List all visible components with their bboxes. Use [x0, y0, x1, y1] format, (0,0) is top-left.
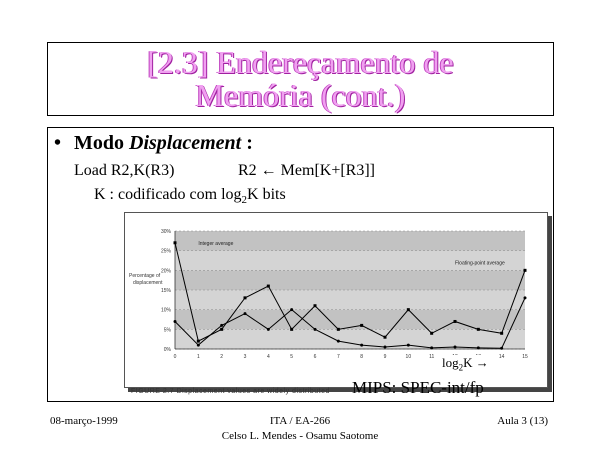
bullet-dot: • [54, 132, 62, 154]
mode-label: Modo [74, 132, 129, 154]
footer-lesson: Aula 3 (13) [497, 415, 548, 427]
data-point [476, 327, 480, 331]
data-point [313, 304, 317, 308]
legend-integer: Integer average [198, 241, 233, 247]
y-tick-label: 0% [164, 347, 172, 353]
data-point [430, 331, 434, 335]
data-point [196, 339, 200, 343]
data-point [360, 343, 364, 347]
data-point [290, 327, 294, 331]
k-coded-line: K : codificado com log2K bits [94, 186, 286, 206]
log2k-sub: 2 [458, 362, 464, 373]
mips-label: MIPS: SPEC-int/fp [352, 378, 484, 397]
data-point [220, 323, 224, 327]
x-tick-label: 3 [244, 354, 247, 360]
mode-colon: : [241, 132, 253, 154]
x-tick-label: 2 [220, 354, 223, 360]
data-point [196, 343, 200, 347]
grid-band [175, 329, 525, 349]
data-point [243, 296, 247, 300]
legend-floating: Floating-point average [455, 260, 505, 266]
k-coded-prefix: K : codificado com log [94, 186, 242, 203]
grid-band [175, 270, 525, 290]
displacement-chart: 0%5%10%15%20%25%30%012345678910111213141… [125, 213, 547, 387]
data-point [453, 319, 457, 323]
grid-band [175, 309, 525, 330]
data-point [313, 327, 317, 331]
data-point [266, 284, 270, 288]
x-tick-label: 6 [314, 354, 317, 360]
data-point [453, 345, 457, 349]
footer-course: ITA / EA-266 [269, 415, 331, 427]
y-axis-label: displacement [133, 280, 163, 286]
data-point [476, 346, 480, 350]
k-coded-suffix: K bits [247, 186, 286, 203]
x-tick-label: 7 [337, 354, 340, 360]
data-point [360, 323, 364, 327]
footer-authors: Celso L. Mendes - Osamu Saotome [221, 430, 379, 442]
data-point [500, 346, 504, 350]
data-point [430, 346, 434, 350]
y-tick-label: 30% [161, 229, 172, 235]
y-tick-label: 10% [161, 308, 172, 314]
data-point [406, 343, 410, 347]
title-line-1: [2.3] Endereçamento de [147, 44, 454, 80]
x-tick-label: 8 [360, 354, 363, 360]
data-point [383, 345, 387, 349]
load-instruction: Load R2,K(R3) [74, 162, 175, 179]
footer-date: 08-março-1999 [50, 415, 118, 427]
y-tick-label: 5% [164, 327, 172, 333]
data-point [290, 308, 294, 312]
data-point [266, 327, 270, 331]
data-point [523, 296, 527, 300]
r2-assignment: R2 ← Mem[K+[R3]] [238, 162, 376, 179]
x-tick-label: 11 [429, 354, 434, 360]
data-point [406, 308, 410, 312]
data-point [523, 268, 527, 272]
log2k-text: log [442, 355, 459, 370]
title-box: [2.3] Endereçamento de Memória (cont.) [47, 42, 554, 116]
k-coded-sub: 2 [241, 194, 248, 207]
x-tick-label: 0 [174, 354, 177, 360]
x-tick-label: 14 [499, 354, 505, 360]
x-tick-label: 1 [197, 354, 200, 360]
mode-italic: Displacement [129, 132, 242, 154]
x-tick-label: 5 [290, 354, 293, 360]
x-tick-label: 9 [384, 354, 387, 360]
y-axis-label: Percentage of [129, 273, 161, 279]
series-line [174, 242, 526, 342]
data-point [173, 319, 177, 323]
y-tick-label: 15% [161, 288, 172, 294]
grid-band [175, 290, 525, 310]
bullet-mode-displacement: • Modo Displacement : [54, 132, 253, 155]
data-point [220, 327, 224, 331]
data-point [500, 331, 504, 335]
data-point [383, 335, 387, 339]
x-tick-label: 10 [406, 354, 412, 360]
log2k-label: log2K → [440, 355, 491, 373]
data-point [173, 241, 177, 245]
x-tick-label: 4 [267, 354, 270, 360]
x-tick-label: 15 [522, 354, 528, 360]
y-tick-label: 25% [161, 249, 172, 255]
title-line-2: Memória (cont.) [195, 77, 406, 113]
data-point [336, 339, 340, 343]
figure-caption: FIGURE 2.7 Displacement values are widel… [131, 388, 330, 395]
data-point [243, 312, 247, 316]
series-line [174, 297, 526, 349]
grid-band [175, 250, 525, 271]
grid-band [175, 231, 525, 251]
log2k-suffix: K → [463, 355, 489, 370]
data-point [336, 327, 340, 331]
y-tick-label: 20% [161, 268, 172, 274]
